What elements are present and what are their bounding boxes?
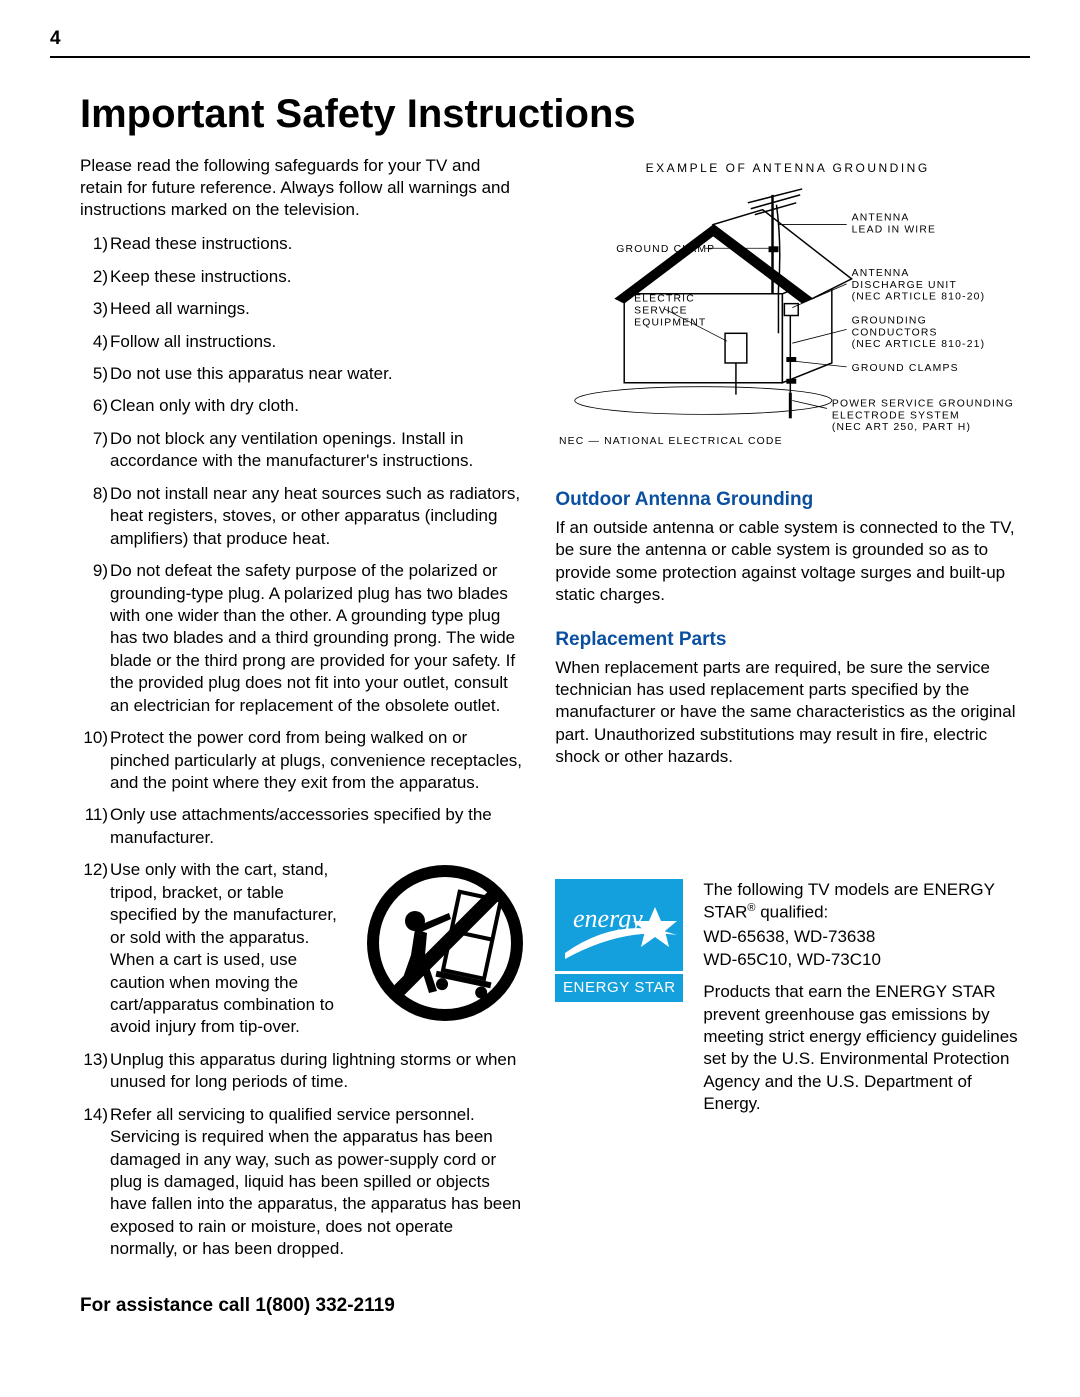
svg-text:(NEC ART 250, PART H): (NEC ART 250, PART H): [832, 422, 971, 433]
antenna-grounding-diagram: GROUND CLAMP ANTENNA LEAD IN WIRE ANTENN…: [555, 185, 1020, 467]
svg-text:NEC — NATIONAL ELECTRICAL CODE: NEC — NATIONAL ELECTRICAL CODE: [559, 436, 783, 447]
list-item-text: Protect the power cord from being walked…: [110, 728, 522, 792]
list-item: 6)Clean only with dry cloth.: [80, 395, 525, 417]
energy-star-block: energy ENERGY STAR The following TV mode…: [555, 879, 1020, 1116]
list-item-text: Only use attachments/accessories specifi…: [110, 805, 492, 846]
svg-text:(NEC ARTICLE 810-20): (NEC ARTICLE 810-20): [852, 292, 986, 303]
intro-text: Please read the following safeguards for…: [80, 155, 525, 221]
diagram-title: EXAMPLE OF ANTENNA GROUNDING: [555, 161, 1020, 175]
list-item-text: Use only with the cart, stand, tripod, b…: [110, 859, 347, 1039]
energy-star-body: Products that earn the ENERGY STAR preve…: [703, 981, 1020, 1116]
list-item-text: Keep these instructions.: [110, 267, 291, 286]
list-item: 10)Protect the power cord from being wal…: [80, 727, 525, 794]
list-item-text: Refer all servicing to qualified service…: [110, 1105, 521, 1259]
svg-text:POWER SERVICE GROUNDING: POWER SERVICE GROUNDING: [832, 398, 1014, 409]
svg-text:GROUND CLAMP: GROUND CLAMP: [617, 244, 716, 255]
replacement-parts-body: When replacement parts are required, be …: [555, 657, 1020, 769]
left-column: Please read the following safeguards for…: [50, 155, 525, 1271]
list-item: 5)Do not use this apparatus near water.: [80, 363, 525, 385]
svg-text:LEAD IN WIRE: LEAD IN WIRE: [852, 224, 937, 235]
outdoor-antenna-body: If an outside antenna or cable system is…: [555, 517, 1020, 607]
list-item: 12) Use only with the cart, stand, tripo…: [80, 859, 525, 1039]
content-columns: Please read the following safeguards for…: [50, 155, 1030, 1271]
list-item-text: Do not install near any heat sources suc…: [110, 484, 520, 548]
energy-star-models: WD-65638, WD-73638 WD-65C10, WD-73C10: [703, 926, 1020, 971]
list-item: 2)Keep these instructions.: [80, 266, 525, 288]
energy-star-badge: energy ENERGY STAR: [555, 879, 683, 1002]
svg-text:ELECTRIC: ELECTRIC: [634, 294, 695, 305]
list-item: 13)Unplug this apparatus during lightnin…: [80, 1049, 525, 1094]
energy-star-logo-icon: energy: [555, 879, 683, 971]
list-item-text: Clean only with dry cloth.: [110, 396, 299, 415]
svg-text:CONDUCTORS: CONDUCTORS: [852, 327, 938, 338]
replacement-parts-heading: Replacement Parts: [555, 629, 1020, 651]
energy-star-text: The following TV models are ENERGY STAR®…: [703, 879, 1020, 1116]
assistance-footer: For assistance call 1(800) 332-2119: [50, 1295, 1030, 1317]
list-item-text: Follow all instructions.: [110, 332, 276, 351]
svg-text:DISCHARGE UNIT: DISCHARGE UNIT: [852, 280, 957, 291]
list-item: 1)Read these instructions.: [80, 233, 525, 255]
list-item: 14)Refer all servicing to qualified serv…: [80, 1104, 525, 1261]
energy-star-badge-label: ENERGY STAR: [555, 974, 683, 1002]
list-item: 4)Follow all instructions.: [80, 331, 525, 353]
list-item: 11)Only use attachments/accessories spec…: [80, 804, 525, 849]
page-title: Important Safety Instructions: [50, 92, 1030, 137]
svg-text:(NEC ARTICLE 810-21): (NEC ARTICLE 810-21): [852, 339, 986, 350]
list-item-text: Do not defeat the safety purpose of the …: [110, 561, 515, 715]
svg-text:SERVICE: SERVICE: [634, 306, 688, 317]
svg-text:energy: energy: [573, 904, 643, 933]
energy-star-models-intro: The following TV models are ENERGY STAR®…: [703, 879, 1020, 925]
list-item: 3)Heed all warnings.: [80, 298, 525, 320]
list-item: 7)Do not block any ventilation openings.…: [80, 428, 525, 473]
svg-text:GROUND CLAMPS: GROUND CLAMPS: [852, 363, 959, 374]
list-item-text: Do not use this apparatus near water.: [110, 364, 393, 383]
list-item-text: Read these instructions.: [110, 234, 292, 253]
safety-list: 1)Read these instructions. 2)Keep these …: [80, 233, 525, 1261]
list-item: 9)Do not defeat the safety purpose of th…: [80, 560, 525, 717]
list-item-text: Heed all warnings.: [110, 299, 250, 318]
svg-text:EQUIPMENT: EQUIPMENT: [634, 317, 706, 328]
svg-text:ANTENNA: ANTENNA: [852, 268, 910, 279]
svg-text:ANTENNA: ANTENNA: [852, 213, 910, 224]
page-number: 4: [50, 28, 1030, 58]
svg-text:ELECTRODE SYSTEM: ELECTRODE SYSTEM: [832, 410, 960, 421]
list-item-text: Unplug this apparatus during lightning s…: [110, 1050, 516, 1091]
outdoor-antenna-heading: Outdoor Antenna Grounding: [555, 489, 1020, 511]
tip-over-warning-icon: [365, 863, 525, 1023]
right-column: EXAMPLE OF ANTENNA GROUNDING: [555, 155, 1030, 1271]
list-item: 8)Do not install near any heat sources s…: [80, 483, 525, 550]
list-item-text: Do not block any ventilation openings. I…: [110, 429, 473, 470]
svg-text:GROUNDING: GROUNDING: [852, 315, 927, 326]
